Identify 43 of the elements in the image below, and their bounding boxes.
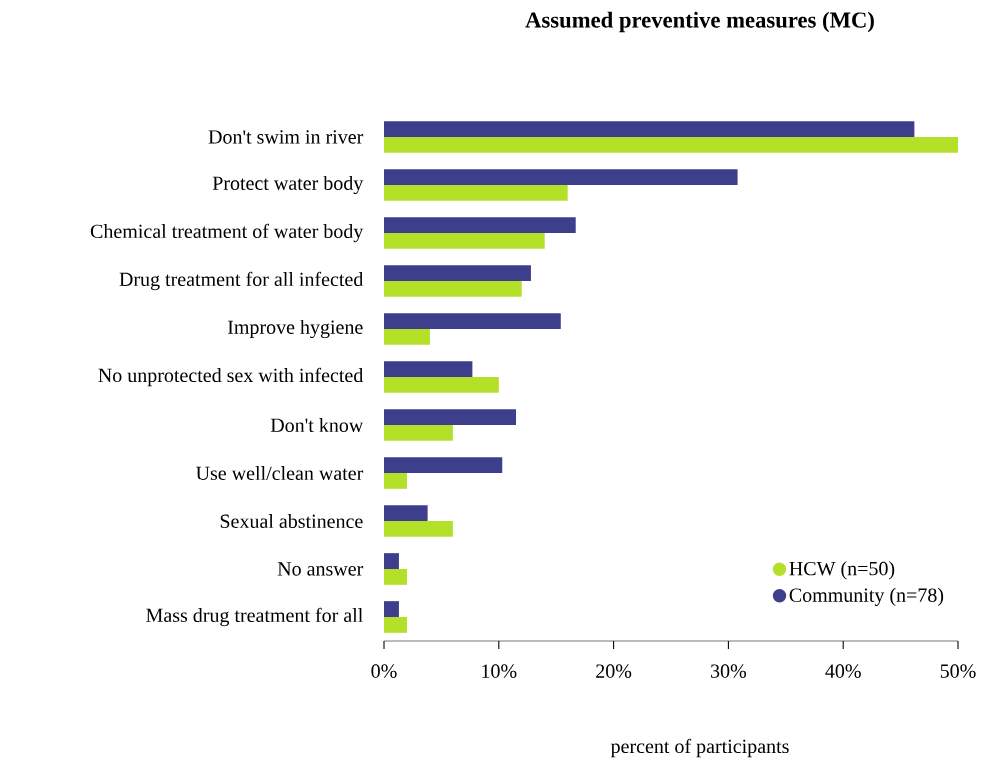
bar: [384, 376, 499, 393]
y-tick-label: No answer: [277, 562, 364, 576]
bar: [384, 520, 453, 537]
chart-title: Assumed preventive measures (MC): [525, 11, 874, 33]
bar: [384, 280, 522, 297]
y-tick-label: Don't know: [270, 417, 364, 433]
bar: [384, 313, 561, 329]
x-axis-title: percent of participants: [610, 738, 789, 758]
y-tick-label: Improve hygiene: [227, 319, 363, 339]
y-tick-label: No unprotected sex with infected: [98, 367, 364, 387]
y-tick-label: Chemical treatment of water body: [90, 223, 364, 243]
bar: [384, 232, 545, 249]
bar: [384, 505, 428, 521]
bar: [384, 184, 568, 201]
x-tick-label: 50%: [940, 664, 976, 678]
y-tick-label: Use well/clean water: [196, 465, 364, 481]
bar: [384, 424, 453, 441]
y-tick-label: Don't swim in river: [208, 130, 364, 144]
bar: [384, 169, 738, 185]
bar: [384, 568, 407, 585]
legend-label: HCW (n=50): [789, 561, 895, 580]
bar: [384, 217, 576, 233]
bar: [384, 616, 407, 633]
bar: [384, 457, 503, 473]
y-tick-label: Sexual abstinence: [220, 513, 363, 529]
y-tick-label: Mass drug treatment for all: [146, 607, 363, 627]
bar: [384, 472, 407, 489]
bar: [384, 121, 915, 137]
bar: [384, 136, 958, 153]
bar: [384, 553, 399, 569]
bar: [384, 265, 531, 281]
bar: [384, 409, 517, 425]
x-tick-label: 0%: [371, 664, 397, 678]
x-tick-label: 20%: [596, 664, 632, 678]
x-tick-label: 10%: [482, 664, 517, 678]
legend-label: Community (n=78): [789, 587, 944, 607]
bar: [384, 328, 430, 345]
bar: [384, 601, 399, 617]
x-tick-label: 30%: [711, 664, 747, 678]
y-tick-label: Drug treatment for all infected: [119, 271, 364, 291]
bar: [384, 361, 473, 377]
y-tick-label: Protect water body: [212, 175, 364, 195]
x-tick-label: 40%: [825, 664, 861, 678]
